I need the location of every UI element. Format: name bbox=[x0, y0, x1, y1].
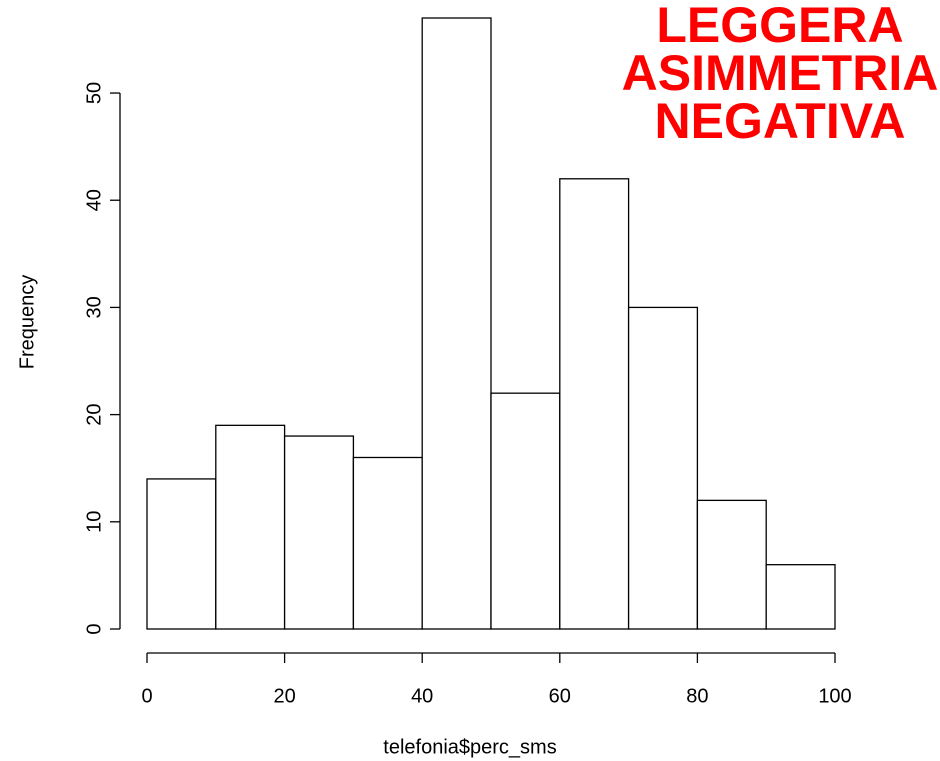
bar bbox=[765, 564, 836, 630]
bar bbox=[627, 306, 699, 630]
annotation: LEGGERA bbox=[656, 0, 903, 53]
annotation: NEGATIVA bbox=[655, 93, 906, 149]
bar bbox=[283, 435, 355, 630]
y-tick-label: 50 bbox=[83, 82, 105, 104]
y-tick-label: 0 bbox=[83, 623, 105, 634]
bar bbox=[421, 17, 492, 630]
y-tick-label: 40 bbox=[83, 189, 105, 211]
x-tick-label: 100 bbox=[818, 685, 851, 707]
y-tick-label: 10 bbox=[83, 511, 105, 533]
x-tick-label: 20 bbox=[273, 685, 295, 707]
x-tick-label: 0 bbox=[141, 685, 152, 707]
annotation: ASIMMETRIA bbox=[622, 45, 939, 101]
bar bbox=[490, 392, 561, 630]
bar bbox=[559, 178, 630, 630]
x-tick-label: 60 bbox=[549, 685, 571, 707]
y-tick-label: 30 bbox=[83, 296, 105, 318]
y-tick-label: 20 bbox=[83, 403, 105, 425]
bar bbox=[146, 478, 217, 630]
x-tick-label: 80 bbox=[686, 685, 708, 707]
y-axis-label: Frequency bbox=[16, 275, 38, 370]
x-axis-label: telefonia$perc_sms bbox=[383, 736, 556, 758]
x-tick-label: 40 bbox=[411, 685, 433, 707]
bar bbox=[696, 499, 767, 630]
bar bbox=[215, 424, 286, 630]
bar bbox=[352, 456, 423, 630]
